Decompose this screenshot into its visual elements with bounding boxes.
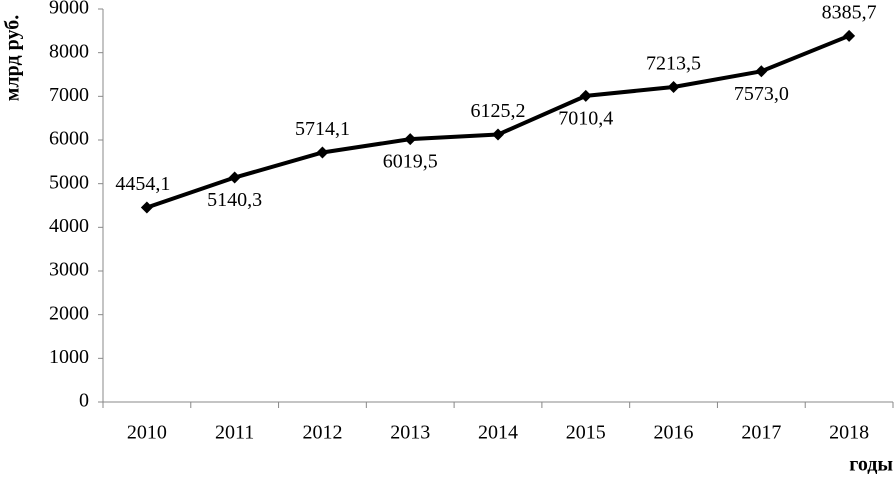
marker <box>843 29 856 42</box>
y-tick-label: 3000 <box>49 259 89 281</box>
y-tick-label: 4000 <box>49 215 89 237</box>
value-label: 7010,4 <box>558 107 613 129</box>
y-tick-label: 5000 <box>49 171 89 193</box>
marker <box>667 81 680 94</box>
x-tick-label: 2013 <box>390 422 430 444</box>
value-label: 4454,1 <box>115 173 170 195</box>
y-tick-label: 7000 <box>49 84 89 106</box>
x-tick-label: 2014 <box>478 422 518 444</box>
x-tick-label: 2015 <box>566 422 606 444</box>
y-tick-label: 0 <box>79 390 89 412</box>
y-tick-label: 8000 <box>49 40 89 62</box>
value-label: 6019,5 <box>383 151 438 173</box>
x-tick-label: 2016 <box>654 422 694 444</box>
x-tick-label: 2010 <box>127 422 167 444</box>
y-tick-label: 2000 <box>49 302 89 324</box>
marker <box>755 65 768 78</box>
value-label: 6125,2 <box>471 100 526 122</box>
y-tick-label: 1000 <box>49 346 89 368</box>
value-label: 7213,5 <box>646 53 701 75</box>
x-tick-label: 2018 <box>829 422 869 444</box>
marker <box>492 128 504 141</box>
x-tick-label: 2017 <box>741 422 781 444</box>
value-label: 7573,0 <box>734 83 789 105</box>
marker <box>316 146 329 159</box>
marker <box>228 171 241 184</box>
y-tick-label: 9000 <box>49 0 89 19</box>
x-tick-label: 2012 <box>302 422 342 444</box>
marker <box>140 201 153 214</box>
value-label: 5714,1 <box>295 118 350 140</box>
x-axis-label: годы <box>849 454 893 476</box>
value-label: 8385,7 <box>822 1 877 23</box>
marker <box>404 133 417 146</box>
x-tick-label: 2011 <box>215 422 254 444</box>
marker <box>579 89 592 102</box>
y-tick-label: 6000 <box>49 128 89 150</box>
value-label: 5140,3 <box>207 189 262 211</box>
y-axis-label: млрд руб. <box>2 15 24 101</box>
